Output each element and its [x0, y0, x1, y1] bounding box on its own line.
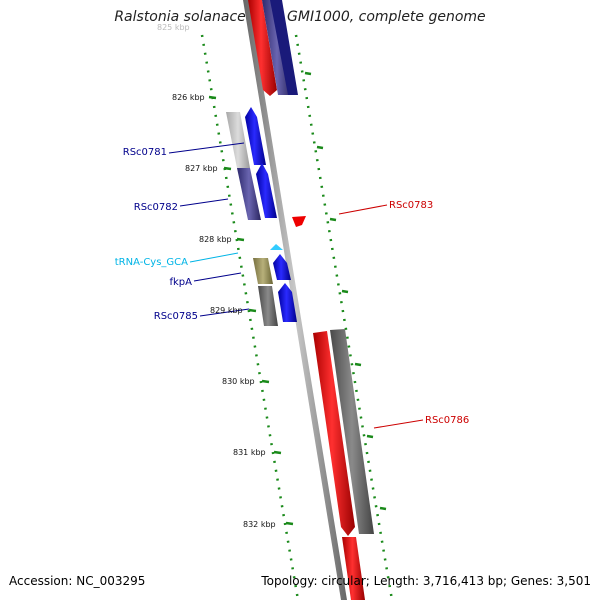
tick-label-832: 832 kbp [243, 520, 276, 529]
tick-label-825: 825 kbp [157, 23, 190, 32]
gene-rsc0785-gray-bar [258, 286, 278, 326]
inner-tick-marks [208, 95, 294, 526]
tick-label-831: 831 kbp [233, 448, 266, 457]
gene-rsc0781-gray-bar [226, 112, 250, 168]
gene-rsc0786-cds [313, 331, 355, 536]
gene-fkpa-cds [273, 254, 291, 280]
top-red-cds [248, 0, 277, 96]
gene-label-rsc0783[interactable]: RSc0783 [389, 200, 433, 211]
inner-dotted-track [200, 34, 300, 600]
gene-rsc0786-gray-bar [330, 329, 374, 534]
gene-label-trna-cys-gca[interactable]: tRNA-Cys_GCA [115, 257, 188, 268]
gene-label-rsc0781[interactable]: RSc0781 [123, 147, 167, 158]
map-title: Ralstonia solanacearum GMI1000, complete… [114, 9, 486, 25]
top-navy-cds [270, 0, 298, 95]
gene-rsc0785-cds [278, 283, 297, 322]
gene-rsc0781-cds [245, 107, 266, 165]
tick-label-826: 826 kbp [172, 93, 205, 102]
outer-tick-marks [304, 71, 387, 511]
tick-label-829: 829 kbp [210, 306, 243, 315]
gene-rsc0782-cds [256, 163, 277, 218]
gene-label-rsc0786[interactable]: RSc0786 [425, 415, 469, 426]
leader-lines [168, 142, 424, 429]
tick-label-828: 828 kbp [199, 235, 232, 244]
tick-label-830: 830 kbp [222, 377, 255, 386]
gene-label-rsc0785[interactable]: RSc0785 [154, 311, 198, 322]
gene-rsc0783-cds [292, 216, 306, 227]
genome-stats-label: Topology: circular; Length: 3,716,413 bp… [261, 574, 591, 588]
outer-dotted-track [294, 34, 394, 600]
genome-backbone [243, 0, 347, 600]
gene-fkpa-olive-bar [253, 258, 273, 284]
gene-label-rsc0782[interactable]: RSc0782 [134, 202, 178, 213]
gene-label-fkpa[interactable]: fkpA [170, 277, 193, 288]
gene-rsc0782-purple-bar [237, 168, 261, 220]
trna-cys-gca-feature [270, 244, 283, 250]
bottom-red-cds [342, 537, 365, 600]
tick-label-827: 827 kbp [185, 164, 218, 173]
accession-label: Accession: NC_003295 [9, 574, 146, 588]
